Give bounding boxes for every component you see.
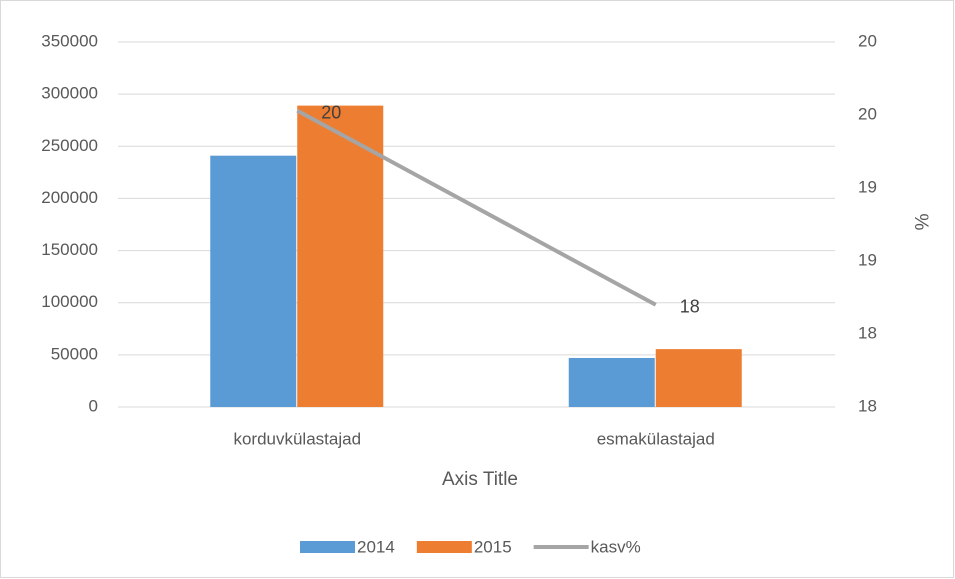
y-tick-label: 350000 — [41, 31, 98, 50]
x-axis-title: Axis Title — [442, 469, 518, 490]
y-tick-label: 150000 — [41, 240, 98, 259]
bar — [297, 105, 384, 407]
y2-tick-label: 19 — [858, 250, 877, 269]
legend-swatch — [300, 541, 355, 553]
bar — [568, 357, 655, 407]
y2-axis-title: % — [910, 214, 931, 231]
y-tick-label: 0 — [89, 396, 98, 415]
data-label: 20 — [321, 102, 341, 122]
y-tick-label: 300000 — [41, 84, 98, 103]
y2-tick-label: 19 — [858, 177, 877, 196]
y-tick-label: 200000 — [41, 188, 98, 207]
legend-swatch — [416, 541, 472, 553]
y2-tick-label: 20 — [858, 104, 877, 123]
y-tick-label: 50000 — [51, 344, 98, 363]
legend-label: 2015 — [474, 537, 512, 556]
bar — [655, 349, 742, 407]
y2-tick-label: 18 — [858, 396, 877, 415]
legend-label: 2014 — [357, 537, 395, 556]
y2-tick-label: 18 — [858, 323, 877, 342]
legend-label: kasv% — [591, 537, 641, 556]
x-tick-label: korduvkülastajad — [233, 429, 361, 448]
x-tick-label: esmakülastajad — [597, 429, 715, 448]
y-tick-label: 250000 — [41, 136, 98, 155]
data-label: 18 — [680, 297, 700, 317]
y-tick-label: 100000 — [41, 292, 98, 311]
y2-tick-label: 20 — [858, 31, 877, 50]
bar — [210, 155, 297, 407]
line — [296, 108, 657, 307]
